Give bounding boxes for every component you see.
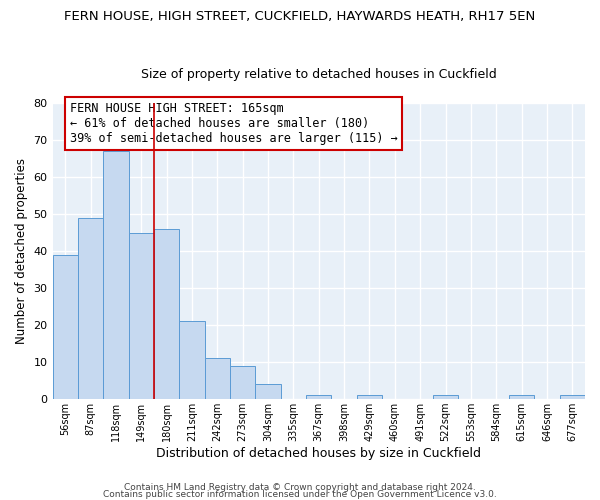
- Title: Size of property relative to detached houses in Cuckfield: Size of property relative to detached ho…: [141, 68, 497, 81]
- Bar: [230, 366, 256, 399]
- Bar: [205, 358, 230, 399]
- Bar: [78, 218, 103, 399]
- Bar: [509, 396, 534, 399]
- Bar: [103, 151, 128, 399]
- Bar: [433, 396, 458, 399]
- X-axis label: Distribution of detached houses by size in Cuckfield: Distribution of detached houses by size …: [156, 447, 481, 460]
- Bar: [179, 322, 205, 399]
- Bar: [154, 229, 179, 399]
- Text: FERN HOUSE, HIGH STREET, CUCKFIELD, HAYWARDS HEATH, RH17 5EN: FERN HOUSE, HIGH STREET, CUCKFIELD, HAYW…: [64, 10, 536, 23]
- Bar: [256, 384, 281, 399]
- Text: Contains HM Land Registry data © Crown copyright and database right 2024.: Contains HM Land Registry data © Crown c…: [124, 484, 476, 492]
- Bar: [128, 232, 154, 399]
- Bar: [53, 255, 78, 399]
- Bar: [560, 396, 585, 399]
- Text: FERN HOUSE HIGH STREET: 165sqm
← 61% of detached houses are smaller (180)
39% of: FERN HOUSE HIGH STREET: 165sqm ← 61% of …: [70, 102, 398, 145]
- Bar: [306, 396, 331, 399]
- Bar: [357, 396, 382, 399]
- Text: Contains public sector information licensed under the Open Government Licence v3: Contains public sector information licen…: [103, 490, 497, 499]
- Y-axis label: Number of detached properties: Number of detached properties: [15, 158, 28, 344]
